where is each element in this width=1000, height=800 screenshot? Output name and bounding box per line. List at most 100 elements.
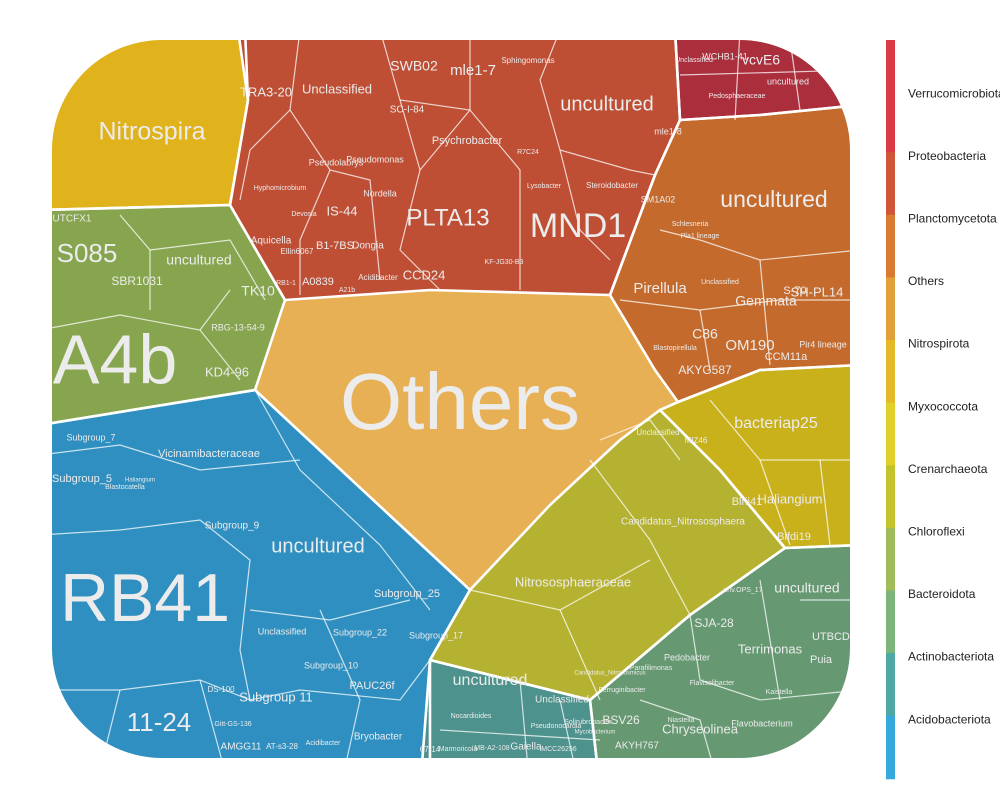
region-crenarchaeota: [430, 410, 785, 700]
legend-color-segment: [886, 152, 895, 216]
cell-label: uncultured: [720, 186, 827, 212]
boundary-line: [599, 419, 681, 461]
legend-label: Nitrospirota: [908, 337, 970, 351]
boundary-line: [619, 299, 850, 311]
cell-label: uncultured: [560, 93, 653, 115]
cell-label: WCHB1-41: [702, 51, 748, 61]
legend-color-segment: [886, 89, 895, 154]
boundary-line: [254, 389, 431, 611]
boundary-line: [819, 459, 831, 546]
cell-label: Pir4 lineage: [799, 339, 847, 349]
cell-label: MIZ46: [685, 436, 708, 445]
cell-label: mle1-8: [654, 126, 682, 136]
legend-label: Proteobacteria: [908, 149, 986, 163]
cell-label: Ellin6067: [281, 247, 314, 256]
boundary-line: [439, 729, 601, 741]
cell-label: BSV26: [602, 713, 640, 727]
cell-label: Vicinamibacteraceae: [158, 448, 260, 460]
legend-color-segment: [886, 653, 895, 717]
boundary-line: [759, 259, 771, 366]
cell-label: Nitrososphaeraceae: [515, 574, 631, 589]
cell-label: Solirubrobacter: [564, 719, 612, 726]
cell-label: MND1: [530, 207, 626, 245]
boundary-line: [94, 689, 121, 758]
cell-label: Pseudonocardia: [531, 723, 582, 730]
legend-label: Verrucomicrobiota: [908, 86, 1000, 100]
boundary-line: [734, 40, 741, 121]
cell-label: Bryobacter: [354, 732, 403, 743]
boundary-line: [52, 444, 301, 471]
cell-label: Pedosphaeraceae: [709, 93, 766, 100]
cell-label: Chryseolinea: [662, 721, 739, 736]
region-planctomycetota: [610, 105, 850, 402]
cell-label: Pla1 lineage: [681, 233, 720, 240]
cell-label: KF-JG30-B3: [485, 259, 524, 266]
cell-label: SJA-28: [694, 616, 734, 630]
cell-label: Sphingomonas: [501, 56, 554, 65]
cell-label: Dongia: [352, 241, 384, 252]
region-bacteroidota: [590, 545, 850, 758]
cell-label: 67-14: [420, 745, 441, 754]
cell-label: Ferruginibacter: [598, 687, 646, 694]
cell-label: Nocardioides: [451, 713, 492, 720]
cell-label: PAUC26f: [349, 680, 395, 692]
boundary-line: [659, 229, 701, 241]
cell-label: A0839: [302, 276, 334, 288]
legend-label: Chloroflexi: [908, 525, 965, 539]
region-myxococcota: [660, 365, 850, 548]
cell-label: Subgroup_5: [52, 473, 112, 485]
cell-label: CCM11a: [765, 351, 808, 363]
cell-label: Kaistella: [766, 689, 793, 696]
cell-label: SBR1031: [111, 274, 163, 288]
legend-color-segment: [886, 590, 895, 655]
cell-label: Blfdi19: [777, 531, 811, 543]
cell-label: UTBCD1: [812, 631, 856, 643]
legend-color-segment: [886, 214, 895, 279]
boundary-line: [689, 614, 850, 701]
cell-label: Subgroup_9: [205, 521, 260, 532]
cell-label: mle1-7: [450, 62, 496, 79]
legend-label: Crenarchaeota: [908, 462, 988, 476]
legend-label: Acidobacteriota: [908, 712, 991, 726]
region-nitrospirota: [52, 40, 248, 210]
cell-label: Parafilimonas: [630, 665, 673, 672]
cell-label: SWB02: [390, 58, 438, 74]
cell-label: CCD24: [403, 267, 446, 282]
legend-color-segment: [886, 277, 895, 342]
cell-label: Haliangium: [125, 478, 155, 484]
cell-label: Unclassified: [701, 279, 739, 286]
cell-label: KD4-96: [205, 364, 249, 379]
cell-label: Subgroup_25: [374, 588, 440, 600]
cell-label: Acidibacter: [306, 740, 341, 747]
cell-label: AKYH767: [615, 741, 659, 752]
phylum-regions: [52, 40, 850, 758]
cell-label: A21b: [339, 287, 355, 294]
legend-label: Bacteroidota: [908, 587, 976, 601]
cell-label: Mycobacterium: [575, 730, 616, 736]
boundary-line: [149, 239, 266, 301]
phylum-borders: [52, 40, 850, 758]
cell-label: A4b: [53, 320, 178, 398]
cell-label: uncultured: [774, 580, 839, 596]
cell-label: Pirellula: [633, 280, 687, 297]
cell-label: Schlesneria: [672, 221, 709, 228]
boundary-line: [199, 289, 231, 331]
cell-label: Puia: [810, 654, 833, 666]
boundary-line: [299, 169, 331, 295]
cell-label: Haliangium: [757, 491, 822, 506]
cell-label: Gaiella: [510, 742, 542, 753]
cell-label: Flavisolibacter: [690, 680, 735, 687]
region-chloroflexi: [52, 205, 285, 425]
cell-label: Acidibacter: [358, 273, 398, 282]
cell-label: Gemmata: [735, 293, 797, 309]
cell-label: RBG-13-54-9: [211, 322, 265, 332]
cell-label: SH-PL14: [791, 284, 844, 299]
boundary-line: [52, 519, 251, 701]
cell-label: Lysobacter: [527, 183, 562, 190]
cell-label: AT-s3-28: [266, 742, 298, 751]
cell-label: Unclassified: [302, 81, 372, 96]
cell-label: Unclassified: [535, 695, 589, 706]
boundary-line: [699, 309, 711, 371]
